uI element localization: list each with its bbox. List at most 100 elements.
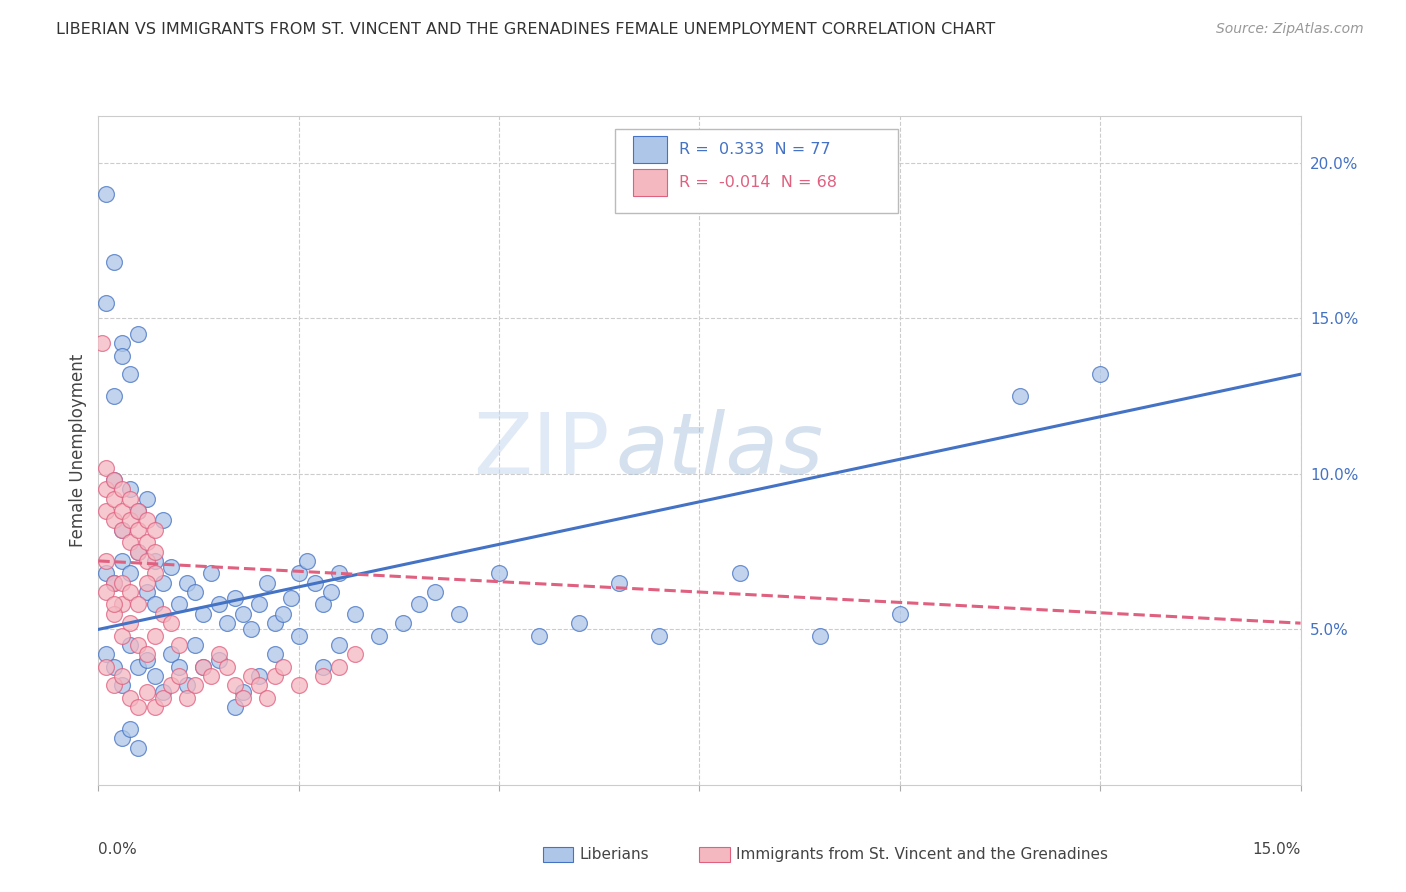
Point (728, 566, 751, 581)
Point (152, 690, 174, 705)
Point (152, 684, 174, 698)
Point (280, 591, 302, 606)
Point (239, 623, 262, 637)
Point (111, 629, 134, 643)
Point (96, 186, 118, 201)
Point (288, 629, 311, 643)
Point (176, 575, 198, 590)
Point (128, 544, 150, 558)
Point (304, 575, 326, 590)
Point (111, 523, 134, 537)
Point (96, 554, 118, 568)
Point (120, 638, 142, 652)
Point (135, 585, 157, 599)
Point (120, 566, 142, 581)
Point (191, 659, 214, 673)
Bar (633, 136, 666, 163)
Text: atlas: atlas (616, 409, 824, 492)
FancyBboxPatch shape (616, 129, 898, 213)
Point (111, 669, 134, 683)
Point (96, 647, 118, 661)
Point (343, 607, 366, 621)
Point (167, 598, 190, 612)
Point (368, 629, 391, 643)
Point (143, 598, 166, 612)
Point (200, 669, 222, 683)
Point (208, 598, 231, 612)
Point (295, 554, 318, 568)
Point (288, 566, 311, 581)
Point (111, 598, 134, 612)
Point (143, 554, 166, 568)
Point (239, 669, 262, 683)
Point (889, 607, 911, 621)
Text: R =  0.333  N = 77: R = 0.333 N = 77 (679, 142, 831, 157)
Point (176, 678, 198, 692)
Point (208, 647, 231, 661)
Point (328, 566, 350, 581)
Point (111, 554, 134, 568)
Point (271, 659, 294, 673)
Point (120, 722, 142, 736)
Point (263, 647, 285, 661)
Point (91, 336, 114, 351)
Point (96, 483, 118, 497)
Point (328, 659, 350, 673)
Point (408, 598, 430, 612)
Text: 15.0%: 15.0% (1253, 842, 1301, 857)
Point (232, 690, 254, 705)
Point (167, 638, 190, 652)
Point (183, 585, 205, 599)
Point (96, 460, 118, 475)
Point (111, 504, 134, 518)
Point (128, 523, 150, 537)
Point (159, 647, 181, 661)
Point (120, 513, 142, 527)
Point (120, 616, 142, 631)
Text: R =  -0.014  N = 68: R = -0.014 N = 68 (679, 176, 837, 190)
Point (143, 523, 166, 537)
Point (159, 616, 181, 631)
Text: LIBERIAN VS IMMIGRANTS FROM ST. VINCENT AND THE GRENADINES FEMALE UNEMPLOYMENT C: LIBERIAN VS IMMIGRANTS FROM ST. VINCENT … (56, 22, 995, 37)
Text: Source: ZipAtlas.com: Source: ZipAtlas.com (1216, 22, 1364, 37)
Point (263, 616, 285, 631)
Point (128, 638, 150, 652)
Point (128, 544, 150, 558)
Point (128, 598, 150, 612)
Point (176, 690, 198, 705)
Point (247, 669, 270, 683)
Bar (543, 847, 574, 862)
Point (215, 659, 238, 673)
Point (648, 629, 671, 643)
Point (167, 669, 190, 683)
Point (120, 535, 142, 549)
Point (423, 585, 446, 599)
Point (152, 513, 174, 527)
Point (343, 647, 366, 661)
Point (103, 659, 125, 673)
Point (120, 368, 142, 382)
Point (135, 554, 157, 568)
Point (183, 678, 205, 692)
Point (96, 504, 118, 518)
Point (103, 598, 125, 612)
Point (128, 326, 150, 341)
Point (96, 659, 118, 673)
Point (312, 669, 335, 683)
Point (312, 659, 335, 673)
Point (167, 659, 190, 673)
Point (447, 607, 470, 621)
Point (120, 483, 142, 497)
Point (143, 700, 166, 714)
Point (135, 491, 157, 506)
Point (103, 575, 125, 590)
Point (191, 659, 214, 673)
Point (120, 585, 142, 599)
Point (143, 566, 166, 581)
Point (135, 535, 157, 549)
Point (152, 607, 174, 621)
Point (103, 607, 125, 621)
Point (152, 575, 174, 590)
Point (111, 483, 134, 497)
Point (1088, 368, 1111, 382)
